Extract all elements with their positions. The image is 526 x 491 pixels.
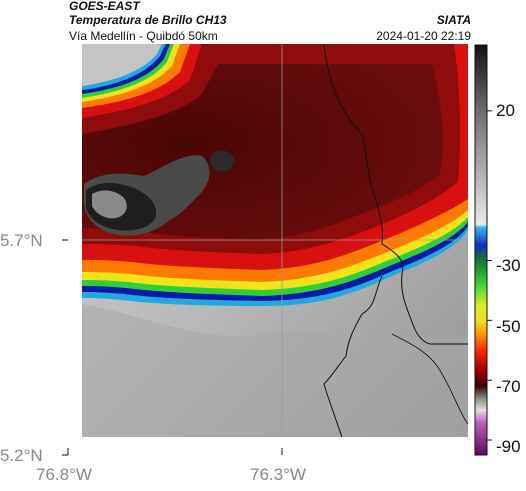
x-tick-label-76.8: 76.8°W bbox=[36, 465, 92, 484]
border-line-south bbox=[323, 275, 383, 437]
colorbar-label-minus50: -50 bbox=[496, 317, 521, 336]
border-line-east bbox=[323, 44, 468, 345]
colorbar-label-20: 20 bbox=[496, 101, 515, 120]
y-tick-label-5.7: 5.7°N bbox=[0, 231, 43, 250]
datetime-label: 2024-01-20 22:19 bbox=[376, 29, 471, 43]
brightness-temperature-map bbox=[62, 44, 472, 456]
colorbar-label-minus70: -70 bbox=[496, 377, 521, 396]
colorbar-label-minus30: -30 bbox=[496, 256, 521, 275]
ground-texture-light bbox=[82, 304, 468, 437]
colorbar bbox=[474, 44, 492, 456]
colorbar-fill bbox=[474, 44, 488, 456]
cold-top-light bbox=[92, 190, 127, 219]
ground-texture-upper-left bbox=[82, 44, 172, 89]
colorbar-label-minus90: -90 bbox=[496, 437, 521, 456]
cold-top-small bbox=[209, 150, 234, 172]
brand-label: SIATA bbox=[436, 13, 471, 27]
y-tick-label-5.2: 5.2°N bbox=[0, 446, 43, 465]
product-title: Temperatura de Brillo CH13 bbox=[69, 13, 227, 27]
border-line-coast bbox=[391, 333, 468, 425]
satellite-name: GOES-EAST bbox=[69, 0, 140, 13]
x-tick-label-76.3: 76.3°W bbox=[250, 465, 306, 484]
region-subtitle: Vía Medellín - Quibdó 50km bbox=[69, 29, 218, 43]
